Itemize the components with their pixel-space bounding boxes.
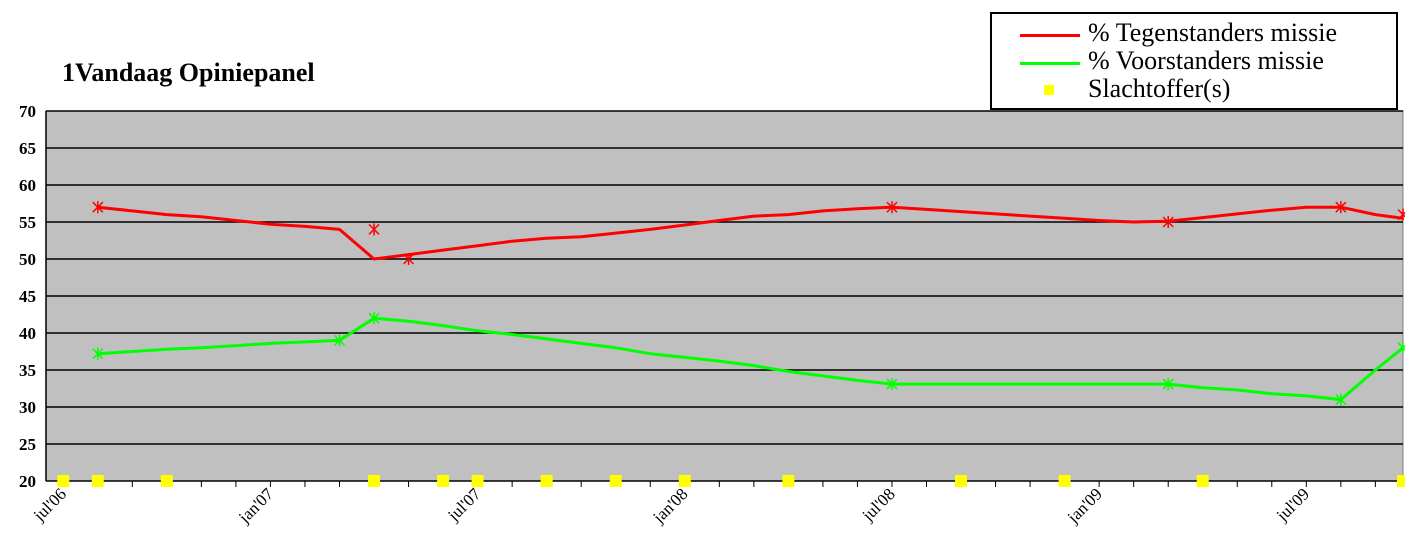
data-point [1397, 208, 1405, 221]
y-tick-label: 50 [19, 250, 36, 269]
y-tick-label: 65 [19, 139, 36, 158]
y-tick-label: 60 [19, 176, 36, 195]
legend-item-slachtoffers: Slachtoffer(s) [992, 74, 1396, 104]
data-point [1162, 378, 1174, 391]
y-tick-label: 35 [19, 361, 36, 380]
data-point [403, 253, 415, 265]
legend-item-voorstanders: % Voorstanders missie [992, 46, 1396, 76]
y-tick-label: 20 [19, 472, 36, 491]
y-tick-label: 25 [19, 435, 36, 454]
data-point [1162, 216, 1174, 228]
casualty-marker [782, 475, 795, 487]
data-point [92, 201, 104, 214]
gridlines [46, 110, 1403, 482]
data-point [1335, 201, 1347, 214]
y-tick-label: 55 [19, 213, 36, 232]
series-layer [57, 201, 1405, 487]
y-tick-label: 70 [19, 102, 36, 121]
data-point [92, 347, 104, 360]
casualty-marker [368, 475, 381, 487]
x-tick-label: jul'08 [858, 484, 899, 525]
legend-label: Slachtoffer(s) [1088, 74, 1231, 103]
x-tick-label: jan'09 [1063, 484, 1106, 527]
y-axis: 20 25 30 35 40 45 50 55 60 65 70 [19, 102, 47, 491]
casualty-marker [57, 475, 70, 487]
series-line-1 [97, 316, 1404, 402]
legend: % Tegenstanders missie % Voorstanders mi… [990, 12, 1398, 110]
x-tick-label: jul'09 [1272, 484, 1313, 525]
casualty-marker [540, 475, 553, 487]
casualty-marker [678, 475, 691, 487]
chart-title: 1Vandaag Opiniepanel [62, 58, 315, 87]
series-line-0 [97, 205, 1404, 261]
legend-swatch-green [1020, 62, 1080, 65]
x-tick-label: jan'07 [234, 484, 277, 527]
x-axis: jul'06 jan'07 jul'07 jan'08 jul'08 jan'09 jul'… [29, 481, 1376, 527]
data-point [368, 223, 380, 236]
y-tick-label: 30 [19, 398, 36, 417]
legend-item-tegenstanders: % Tegenstanders missie [992, 18, 1396, 48]
data-point [1397, 341, 1405, 354]
casualty-marker [471, 475, 484, 487]
casualty-marker [91, 475, 104, 487]
y-tick-label: 40 [19, 324, 36, 343]
casualty-marker [1196, 475, 1209, 487]
data-point [886, 378, 898, 391]
data-point [1335, 393, 1347, 406]
legend-label: % Voorstanders missie [1088, 46, 1324, 75]
casualty-marker [160, 475, 173, 487]
casualty-marker [609, 475, 622, 487]
x-tick-label: jul'07 [443, 484, 484, 525]
casualty-marker [1397, 475, 1405, 487]
x-tick-label: jan'08 [649, 484, 692, 527]
data-point [368, 312, 380, 325]
legend-swatch-yellow [1044, 85, 1054, 95]
legend-label: % Tegenstanders missie [1088, 18, 1337, 47]
casualty-marker [437, 475, 450, 487]
legend-swatch-red [1020, 34, 1080, 37]
y-tick-label: 45 [19, 287, 36, 306]
casualty-marker [955, 475, 968, 487]
casualty-marker [1058, 475, 1071, 487]
data-point [886, 201, 898, 214]
data-point [333, 334, 346, 347]
